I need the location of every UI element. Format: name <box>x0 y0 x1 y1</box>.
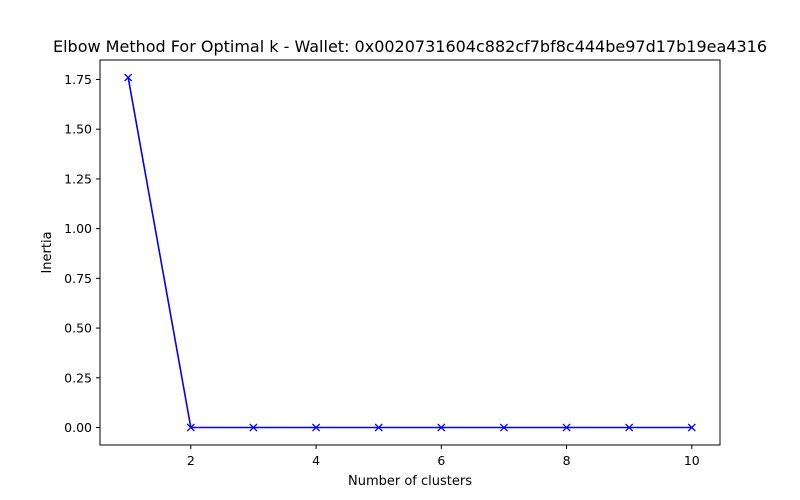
data-point-marker <box>186 423 195 432</box>
inertia-line <box>127 77 692 429</box>
chart-title: Elbow Method For Optimal k - Wallet: 0x0… <box>53 37 767 56</box>
x-tick-label: 4 <box>312 453 320 468</box>
x-tick-label: 10 <box>684 453 700 468</box>
y-axis-label: Inertia <box>40 231 55 273</box>
data-point-marker <box>249 423 258 432</box>
data-point-marker <box>374 423 383 432</box>
data-point-marker <box>437 423 446 432</box>
plot-area <box>100 60 720 445</box>
data-point-marker <box>562 423 571 432</box>
y-tick-label: 0.25 <box>64 370 92 385</box>
y-tick-label: 1.75 <box>64 72 92 87</box>
x-tick-label: 2 <box>187 453 195 468</box>
y-tick-label: 1.25 <box>64 171 92 186</box>
y-tick-label: 0.00 <box>64 420 92 435</box>
y-tick-label: 0.75 <box>64 271 92 286</box>
data-point-marker <box>124 73 133 82</box>
y-tick-label: 1.50 <box>64 122 92 137</box>
data-point-marker <box>625 423 634 432</box>
data-point-marker <box>312 423 321 432</box>
data-point-marker <box>499 423 508 432</box>
x-axis-label: Number of clusters <box>348 474 472 489</box>
x-tick-label: 8 <box>563 453 571 468</box>
plot-frame <box>99 59 721 446</box>
y-tick-label: 1.00 <box>64 221 92 236</box>
y-tick-label: 0.50 <box>64 321 92 336</box>
x-tick-label: 6 <box>437 453 445 468</box>
data-point-marker <box>687 423 696 432</box>
series-layer <box>124 73 696 432</box>
ticks-layer: 2 4 6 8 10 0.00 0.25 0.50 0.75 1.00 1.25 1.50 1.75 <box>64 72 700 468</box>
